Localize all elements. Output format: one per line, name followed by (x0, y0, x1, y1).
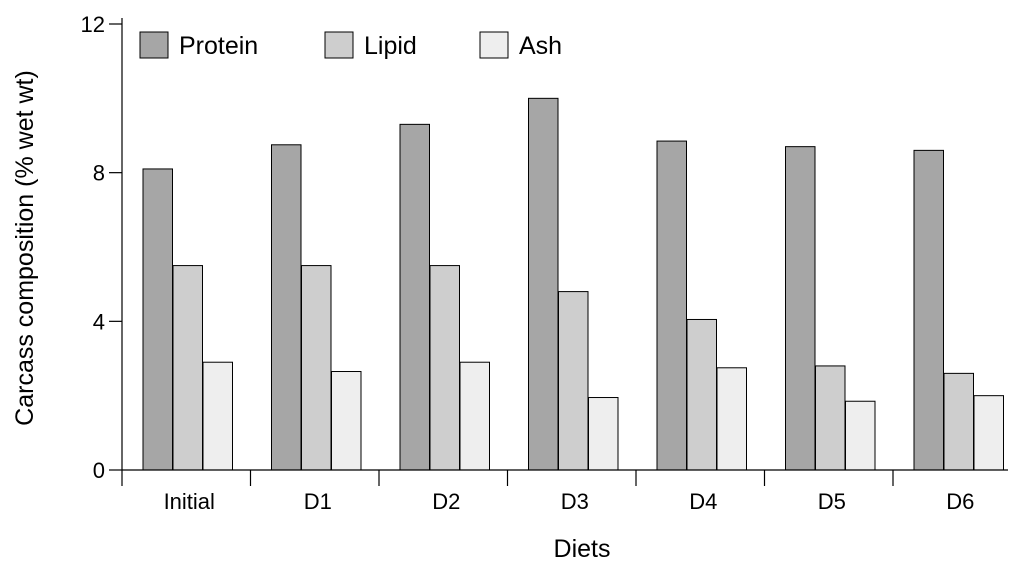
x-axis-label: Diets (554, 535, 611, 563)
y-tick-label-8: 8 (93, 161, 105, 186)
bar-ash-d3 (588, 397, 619, 471)
bar-lipid-d3 (558, 291, 589, 471)
bar-ash-d6 (973, 395, 1004, 471)
x-tick-label-d5: D5 (818, 489, 846, 514)
bar-ash-d5 (845, 400, 876, 471)
legend-swatch-ash (479, 31, 509, 59)
bar-ash-d1 (331, 371, 362, 471)
bar-lipid-initial (172, 265, 203, 471)
bar-lipid-d2 (429, 265, 460, 471)
x-tick-label-d6: D6 (946, 489, 974, 514)
bar-protein-d6 (913, 149, 944, 471)
bar-lipid-d4 (686, 318, 717, 471)
bar-protein-d3 (528, 97, 559, 471)
bar-lipid-d1 (301, 265, 332, 471)
bar-lipid-d6 (943, 372, 974, 471)
bar-ash-initial (202, 361, 233, 471)
bar-protein-d4 (656, 140, 687, 471)
y-tick-label-0: 0 (93, 458, 105, 483)
x-tick-label-d2: D2 (432, 489, 460, 514)
legend-label-lipid: Lipid (364, 32, 417, 60)
legend: Protein Lipid Ash (139, 31, 562, 60)
bar-ash-d2 (459, 361, 490, 471)
bar-protein-initial (142, 168, 173, 471)
y-axis-label: Carcass composition (% wet wt) (11, 70, 39, 426)
legend-label-ash: Ash (519, 32, 562, 60)
x-tick-label-d4: D4 (689, 489, 717, 514)
bar-protein-d5 (785, 146, 816, 471)
bars-layer (142, 97, 1004, 471)
y-tick-label-4: 4 (93, 309, 105, 334)
legend-label-protein: Protein (179, 32, 258, 60)
bar-protein-d1 (271, 144, 302, 471)
x-tick-label-initial: Initial (164, 489, 215, 514)
axes-layer: 0 4 8 12 Initial D1 D2 D3 D4 D5 D6 (81, 12, 1008, 514)
bar-lipid-d5 (815, 365, 846, 471)
bar-ash-d4 (716, 367, 747, 471)
bar-protein-d2 (399, 123, 430, 471)
legend-swatch-protein (139, 31, 169, 59)
x-tick-label-d1: D1 (304, 489, 332, 514)
legend-swatch-lipid (324, 31, 354, 59)
x-tick-label-d3: D3 (561, 489, 589, 514)
y-tick-label-12: 12 (81, 12, 105, 37)
